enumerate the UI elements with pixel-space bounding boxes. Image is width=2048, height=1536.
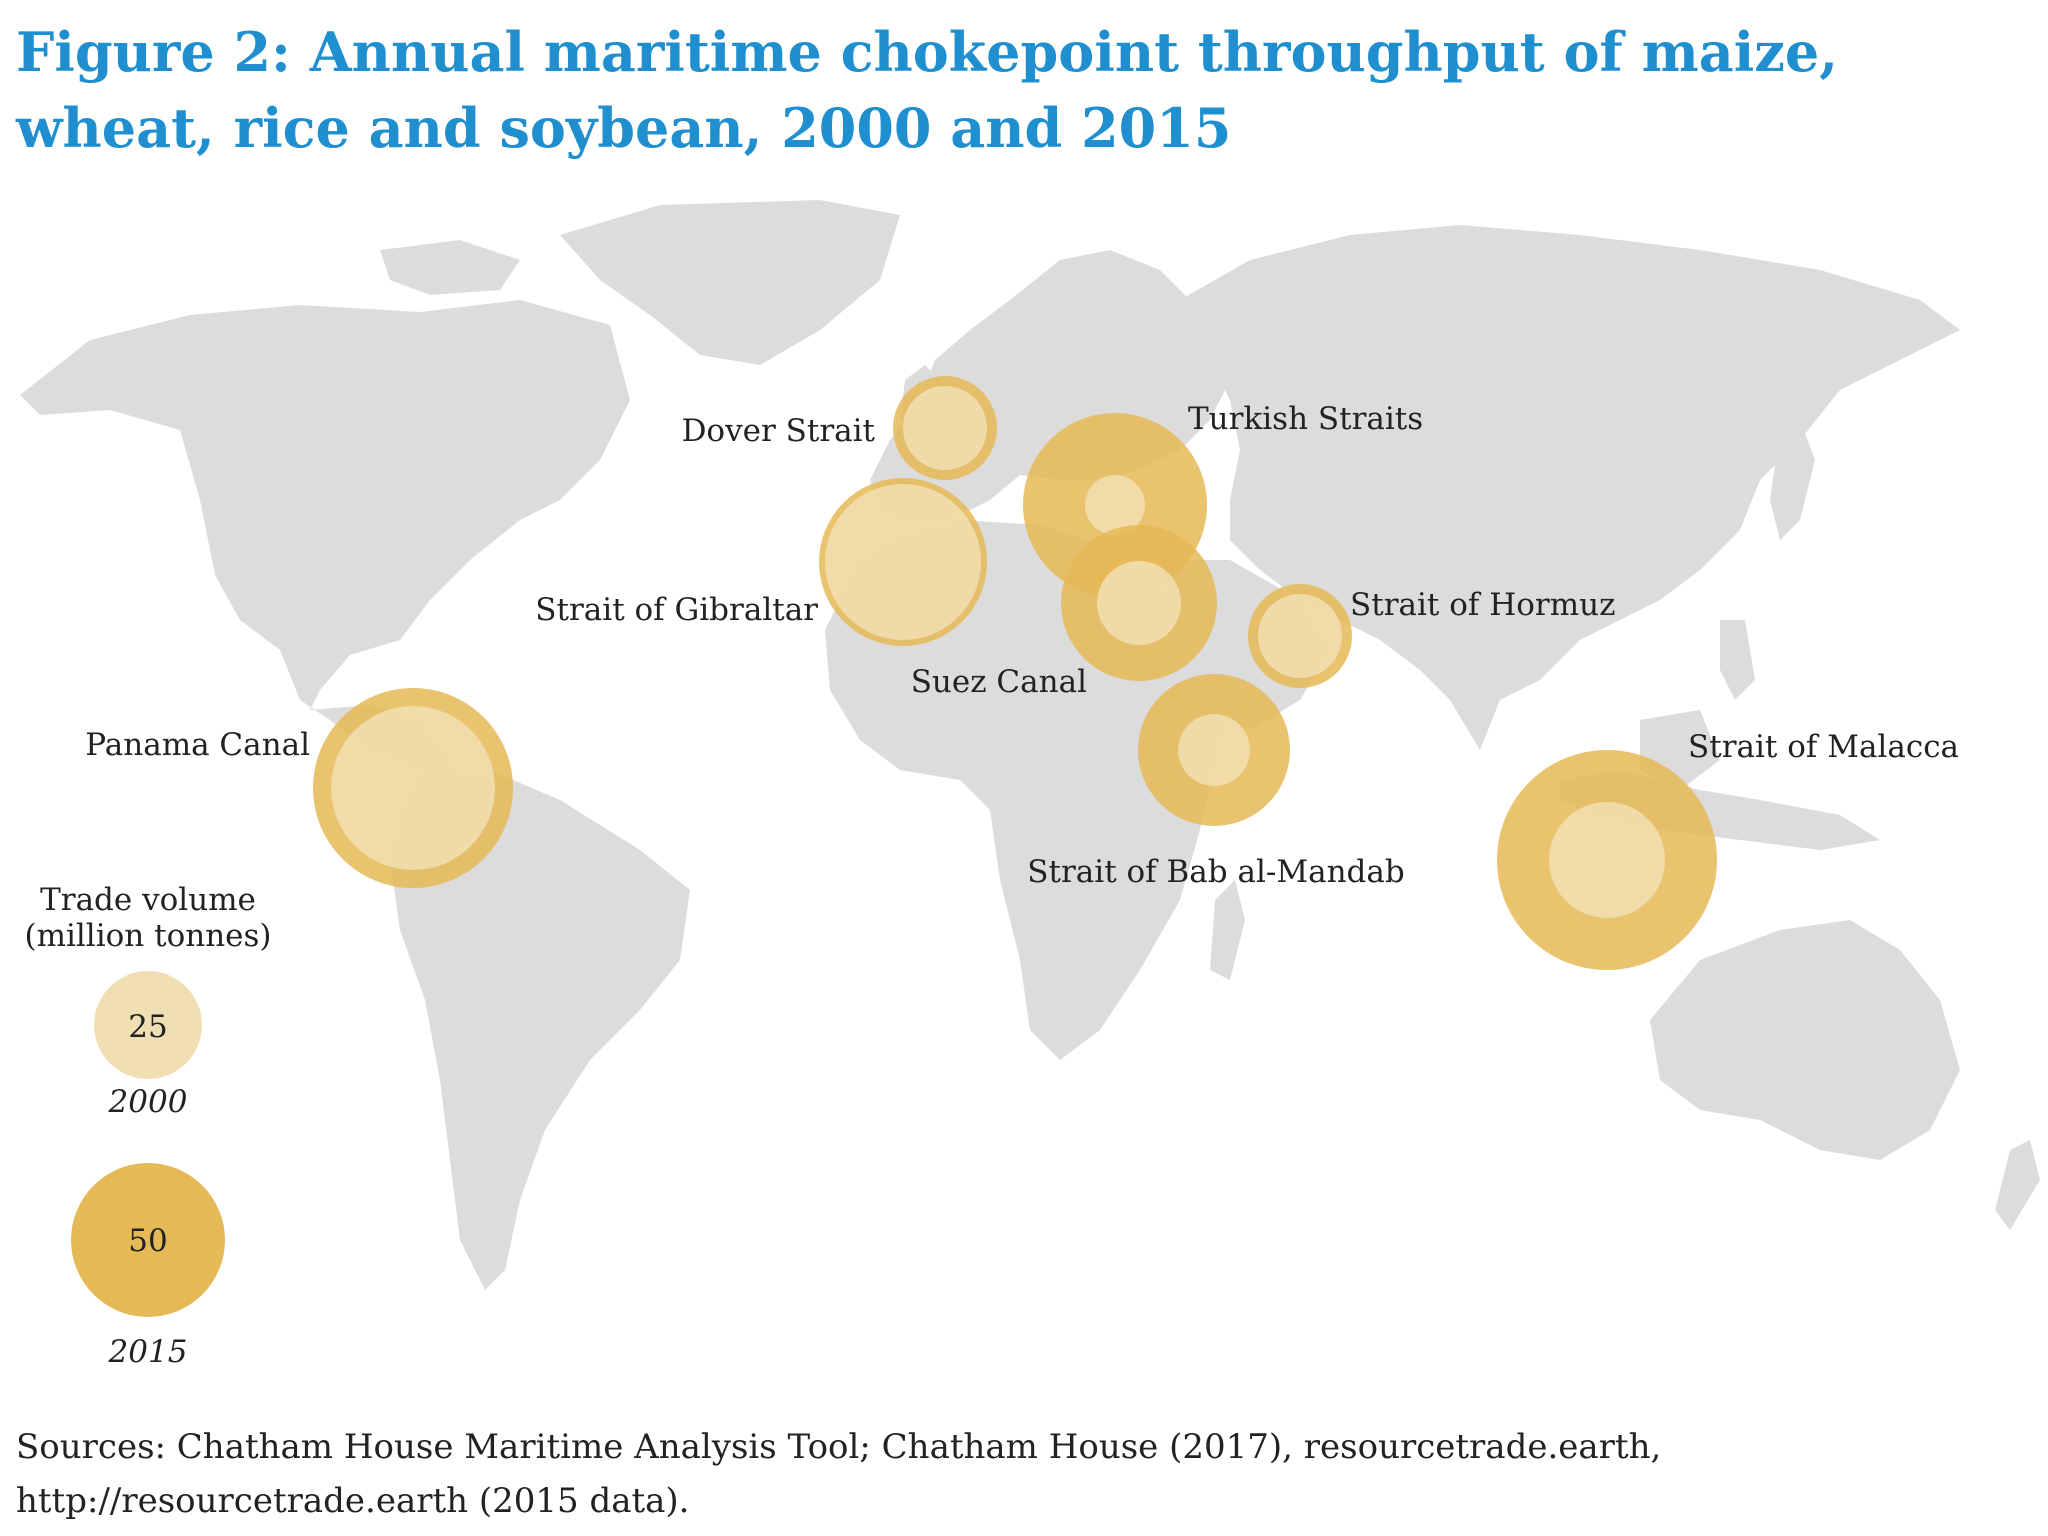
label-panama: Panama Canal	[85, 727, 310, 763]
chokepoint-panama: Panama Canal	[85, 688, 513, 888]
legend-value-2015: 50	[128, 1223, 167, 1259]
legend-circle-2015	[71, 1163, 225, 1317]
circle-2000-malacca	[1549, 802, 1665, 918]
land-philippines	[1720, 620, 1755, 700]
circle-2000-panama	[331, 706, 495, 870]
label-dover: Dover Strait	[682, 413, 876, 449]
chokepoint-suez: Suez Canal	[911, 525, 1217, 700]
circle-2000-bab	[1178, 714, 1250, 786]
chokepoint-bab: Strait of Bab al-Mandab	[1027, 674, 1405, 890]
land-new-zealand	[1995, 1140, 2040, 1230]
source-note: Sources: Chatham House Maritime Analysis…	[16, 1427, 1662, 1521]
legend-year-2015: 2015	[108, 1334, 188, 1370]
label-turkish: Turkish Straits	[1188, 401, 1423, 437]
legend: Trade volume (million tonnes) 25 2000 50…	[24, 882, 271, 1370]
land-australia	[1650, 920, 1960, 1160]
circle-2000-gibraltar	[825, 484, 981, 640]
circle-2000-hormuz	[1258, 594, 1342, 678]
circle-2000-turkish	[1085, 475, 1145, 535]
circle-2000-dover	[903, 386, 987, 470]
label-gibraltar: Strait of Gibraltar	[535, 592, 818, 628]
label-suez: Suez Canal	[911, 664, 1087, 700]
label-hormuz: Strait of Hormuz	[1350, 587, 1615, 623]
legend-year-2000: 2000	[108, 1084, 188, 1120]
legend-heading-line2: (million tonnes)	[24, 918, 271, 954]
legend-value-2000: 25	[128, 1009, 167, 1045]
land-japan	[1770, 420, 1815, 540]
chokepoint-gibraltar: Strait of Gibraltar	[535, 478, 987, 646]
figure-title: Figure 2: Annual maritime chokepoint thr…	[16, 20, 1839, 160]
chokepoint-hormuz: Strait of Hormuz	[1248, 584, 1615, 688]
land-asia	[1180, 225, 1960, 750]
legend-circle-2000	[94, 971, 202, 1079]
land-greenland	[560, 200, 900, 365]
label-malacca: Strait of Malacca	[1688, 729, 1959, 765]
land-north-america	[20, 300, 630, 810]
chokepoint-layer: Dover Strait Turkish Straits Strait of Gib…	[85, 376, 1959, 970]
legend-heading-line1: Trade volume	[40, 882, 256, 918]
chokepoint-malacca: Strait of Malacca	[1497, 729, 1959, 970]
chokepoint-dover: Dover Strait	[682, 376, 997, 480]
label-bab: Strait of Bab al-Mandab	[1027, 854, 1404, 890]
land-south-america	[390, 770, 690, 1290]
circle-2000-suez	[1097, 561, 1181, 645]
land-madagascar	[1210, 880, 1245, 980]
land-arctic-islands	[380, 240, 520, 295]
